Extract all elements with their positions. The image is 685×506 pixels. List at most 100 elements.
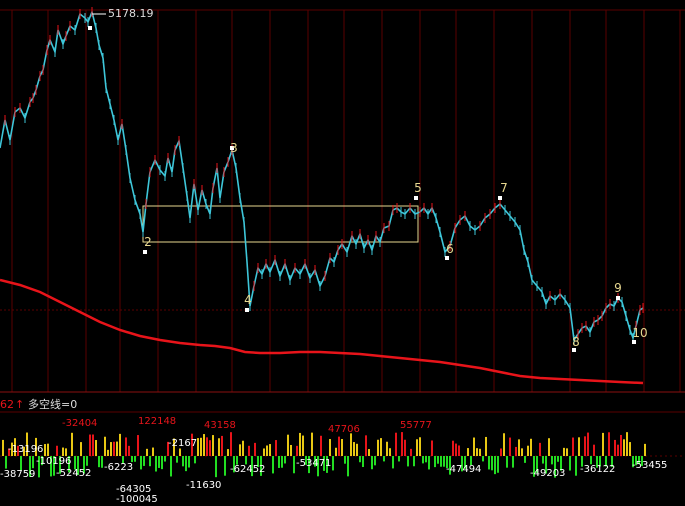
indicator-bar bbox=[221, 435, 223, 456]
indicator-bar bbox=[386, 441, 388, 456]
indicator-value-label: 122148 bbox=[138, 416, 176, 427]
wave-4-marker bbox=[245, 308, 249, 312]
indicator-bar bbox=[617, 444, 619, 456]
indicator-bar bbox=[530, 438, 532, 456]
wave-6-label: 6 bbox=[446, 242, 454, 256]
indicator-bar bbox=[242, 440, 244, 456]
indicator-bar bbox=[152, 447, 154, 456]
indicator-bar bbox=[77, 456, 79, 475]
indicator-bar bbox=[26, 432, 28, 456]
indicator-bar bbox=[557, 456, 559, 462]
indicator-bar bbox=[185, 456, 187, 472]
indicator-bar bbox=[383, 456, 385, 462]
indicator-bar bbox=[2, 439, 4, 456]
price-series bbox=[0, 7, 644, 345]
indicator-bar bbox=[596, 456, 598, 468]
indicator-bar bbox=[197, 438, 199, 456]
indicator-bar bbox=[161, 456, 163, 470]
indicator-bar bbox=[44, 444, 46, 456]
moving-average bbox=[0, 278, 644, 385]
indicator-bar bbox=[158, 456, 160, 468]
indicator-bar bbox=[644, 443, 646, 456]
indicator-bar bbox=[395, 432, 397, 456]
indicator-value-label: -10196 bbox=[36, 456, 71, 467]
indicator-bar bbox=[362, 456, 364, 468]
indicator-bar bbox=[551, 456, 553, 465]
indicator-bar bbox=[206, 437, 208, 456]
indicator-bar bbox=[548, 438, 550, 456]
price-line bbox=[0, 9, 644, 343]
indicator-value-label: -64305 bbox=[116, 484, 151, 495]
indicator-bar bbox=[293, 456, 295, 474]
indicator-bar bbox=[5, 456, 7, 469]
indicator-value-label: -36122 bbox=[580, 464, 615, 475]
wave-2-marker bbox=[143, 250, 147, 254]
indicator-bar bbox=[86, 456, 88, 466]
consolidation-box-upper bbox=[142, 205, 419, 243]
wave-9-marker bbox=[616, 296, 620, 300]
indicator-bar bbox=[107, 449, 109, 456]
wave-10-marker bbox=[632, 340, 636, 344]
indicator-bar bbox=[407, 456, 409, 467]
indicator-bar bbox=[434, 456, 436, 468]
indicator-bar bbox=[599, 456, 601, 467]
indicator-bar bbox=[56, 445, 58, 456]
indicator-bar bbox=[191, 433, 193, 456]
indicator-bar bbox=[38, 456, 40, 478]
indicator-bar bbox=[440, 456, 442, 467]
indicator-bar bbox=[167, 441, 169, 456]
indicator-value-label: -13196 bbox=[8, 444, 43, 455]
indicator-bar bbox=[296, 445, 298, 456]
indicator-bar bbox=[518, 439, 520, 456]
indicator-bar bbox=[89, 434, 91, 456]
indicator-bar bbox=[263, 448, 265, 456]
indicator-bar bbox=[485, 436, 487, 456]
indicator-bar bbox=[374, 456, 376, 466]
indicator-bar bbox=[176, 456, 178, 463]
indicator-bar bbox=[614, 439, 616, 456]
indicator-bar bbox=[65, 448, 67, 456]
indicator-bar bbox=[572, 437, 574, 456]
indicator-bar bbox=[281, 456, 283, 468]
wave-6-marker bbox=[445, 256, 449, 260]
indicator-bar bbox=[539, 442, 541, 456]
indicator-bar bbox=[320, 435, 322, 456]
indicator-bar bbox=[464, 456, 466, 469]
indicator-bar bbox=[623, 439, 625, 456]
indicator-bar bbox=[128, 445, 130, 456]
indicator-bar bbox=[14, 438, 16, 456]
indicator-bar bbox=[419, 437, 421, 456]
indicator-value-label: 55777 bbox=[400, 420, 432, 431]
indicator-bar bbox=[53, 456, 55, 476]
indicator-bar bbox=[353, 442, 355, 456]
indicator-bar bbox=[470, 456, 472, 466]
indicator-bar bbox=[278, 456, 280, 468]
indicator-bar bbox=[398, 456, 400, 462]
indicator-bar bbox=[347, 456, 349, 477]
indicator-bar bbox=[554, 456, 556, 478]
indicator-bar bbox=[182, 456, 184, 467]
indicator-bar bbox=[449, 456, 451, 475]
indicator-bar bbox=[71, 432, 73, 456]
indicator-bar bbox=[401, 432, 403, 456]
indicator-bar bbox=[479, 448, 481, 456]
indicator-bar bbox=[476, 448, 478, 456]
indicator-bar bbox=[266, 445, 268, 456]
indicator-bar bbox=[224, 456, 226, 476]
indicator-bar bbox=[371, 456, 373, 470]
indicator-bar bbox=[8, 448, 10, 456]
indicator-bar bbox=[404, 439, 406, 456]
indicator-bar bbox=[314, 456, 316, 467]
indicator-bar bbox=[410, 448, 412, 456]
indicator-bar bbox=[641, 456, 643, 466]
indicator-bar bbox=[47, 443, 49, 456]
indicator-bar bbox=[209, 440, 211, 456]
indicator-bar bbox=[527, 445, 529, 456]
indicator-bar bbox=[116, 441, 118, 456]
indicator-bar bbox=[50, 456, 52, 477]
indicator-bar bbox=[302, 435, 304, 456]
indicator-bar bbox=[503, 433, 505, 456]
indicator-bar bbox=[215, 456, 217, 478]
